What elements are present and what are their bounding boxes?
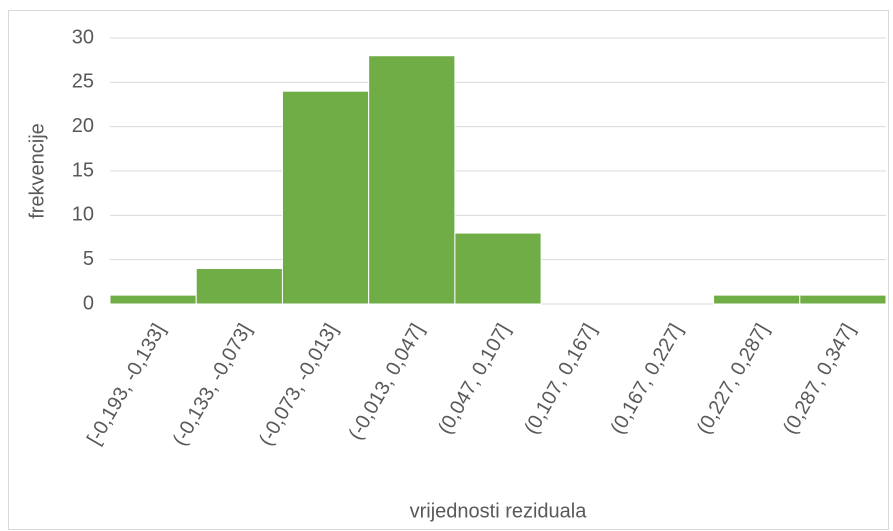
y-tick-label: 15 [72, 159, 94, 181]
y-axis-label: frekvencije [26, 123, 48, 219]
y-tick-label: 5 [83, 248, 94, 270]
y-tick-label: 25 [72, 71, 94, 93]
bar [109, 294, 197, 305]
x-axis-label: vrijednosti reziduala [410, 500, 588, 522]
bar [454, 232, 542, 305]
y-tick-label: 30 [72, 26, 94, 48]
y-tick-label: 0 [83, 292, 94, 314]
y-tick-label: 20 [72, 115, 94, 137]
bar [368, 55, 456, 305]
bar [281, 90, 370, 305]
bar [799, 294, 887, 305]
bar [195, 268, 283, 305]
y-tick-label: 10 [72, 204, 94, 226]
bar [713, 294, 801, 305]
